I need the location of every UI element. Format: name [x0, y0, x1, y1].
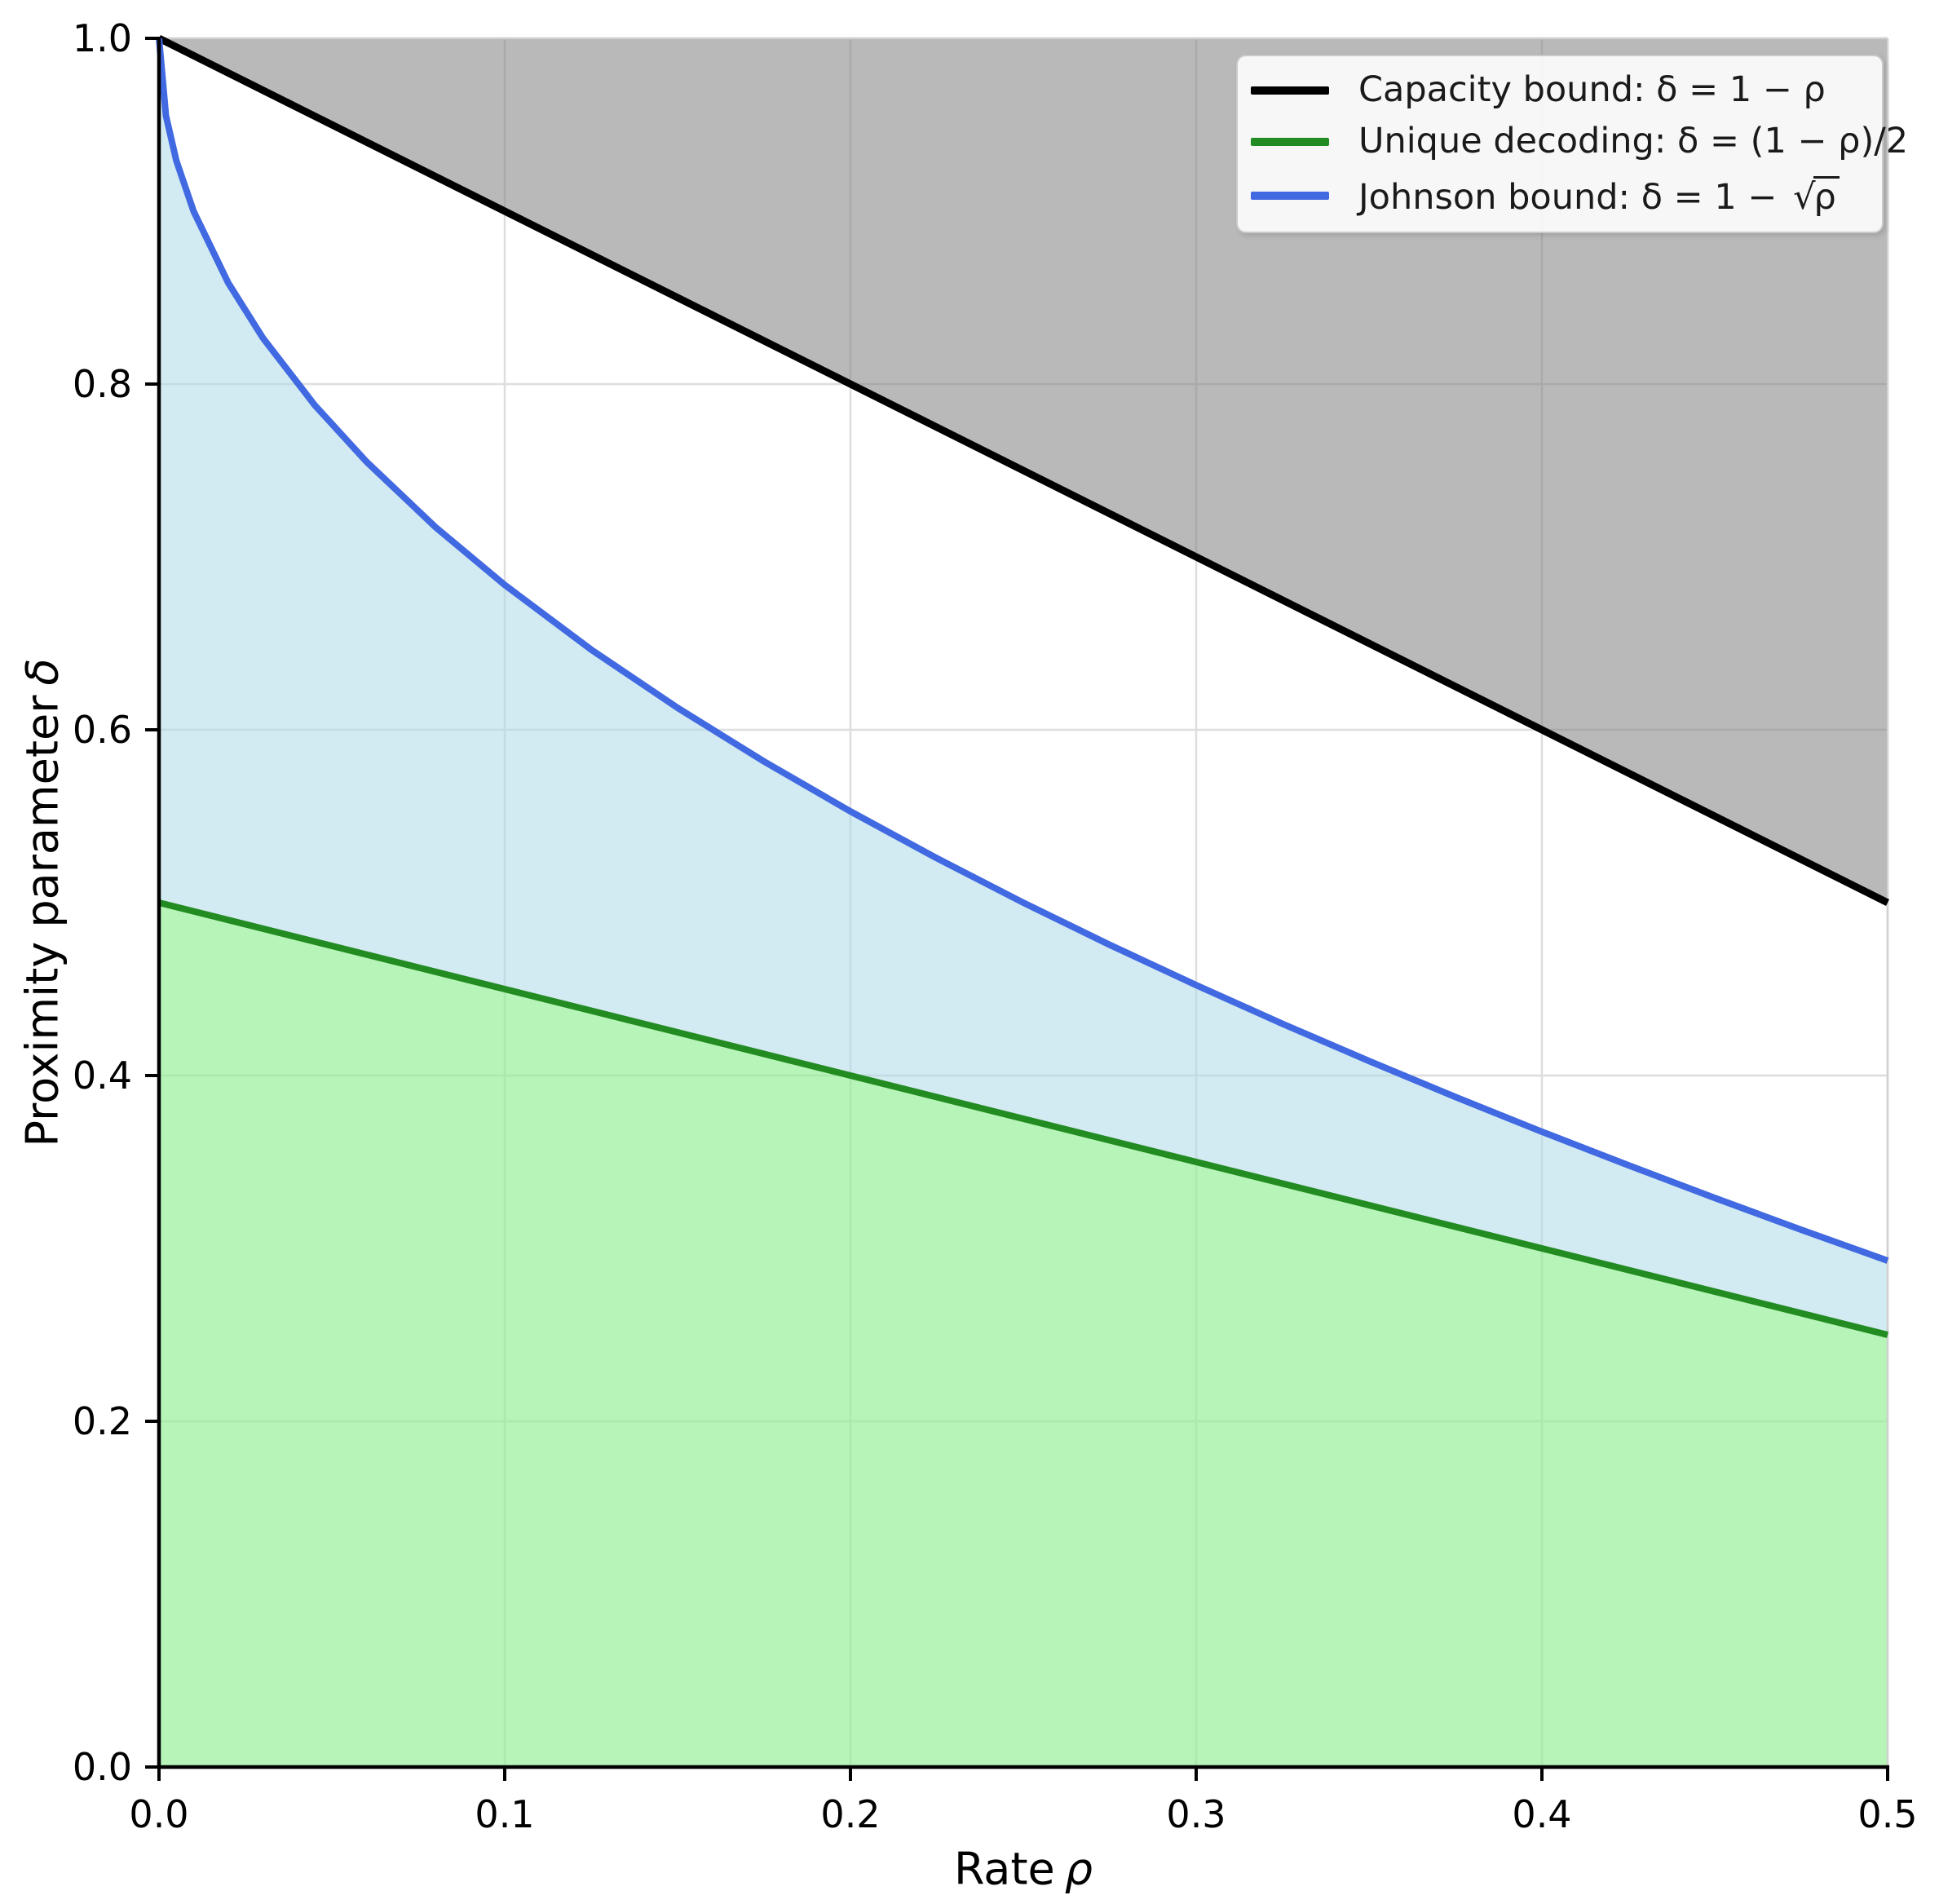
x-tick-label: 0.3 — [1166, 1792, 1226, 1836]
legend-label-johnson: Johnson bound: δ = 1 − √ρ — [1358, 175, 1840, 218]
y-tick-label: 0.0 — [72, 1745, 132, 1789]
legend: Capacity bound: δ = 1 − ρ Unique decodin… — [1236, 55, 1908, 233]
x-tick-label: 0.2 — [820, 1792, 881, 1836]
sqrt-radical: √ — [1793, 176, 1816, 218]
legend-line-swatch-johnson — [1251, 191, 1329, 200]
x-tick-label: 0.1 — [475, 1792, 535, 1836]
y-tick-label: 0.6 — [72, 708, 132, 752]
y-axis-label: Proximity parameter δ — [17, 659, 68, 1147]
legend-label-capacity: Capacity bound: δ = 1 − ρ — [1358, 69, 1826, 111]
y-tick-label: 0.4 — [72, 1054, 132, 1098]
x-axis-label: Rate ρ — [954, 1844, 1093, 1895]
curve-unique — [158, 899, 1888, 1338]
y-axis-label-text: Proximity parameter — [16, 695, 68, 1147]
x-axis-symbol: ρ — [1064, 1843, 1093, 1895]
legend-item-capacity: Capacity bound: δ = 1 − ρ — [1251, 73, 1867, 108]
legend-line-swatch-unique-decoding — [1251, 137, 1329, 146]
region-below-unique — [159, 903, 1888, 1767]
y-axis-symbol: δ — [16, 658, 68, 686]
legend-item-unique-decoding: Unique decoding: δ = (1 − ρ)/2 — [1251, 124, 1908, 159]
x-tick-label: 0.4 — [1512, 1792, 1572, 1836]
sqrt-argument: ρ — [1813, 175, 1840, 215]
x-axis-label-text: Rate — [953, 1843, 1055, 1895]
legend-item-johnson: Johnson bound: δ = 1 − √ρ — [1251, 175, 1867, 218]
x-tick-label: 0.5 — [1857, 1792, 1918, 1836]
y-tick-label: 1.0 — [72, 16, 132, 60]
legend-line-swatch-capacity — [1251, 86, 1329, 95]
curve-capacity — [157, 34, 1890, 907]
y-tick-label: 0.2 — [72, 1399, 132, 1443]
curve-johnson — [156, 38, 1889, 1264]
x-tick-label: 0.0 — [129, 1792, 189, 1836]
legend-label-unique-decoding: Unique decoding: δ = (1 − ρ)/2 — [1358, 121, 1909, 162]
y-tick-label: 0.8 — [72, 362, 132, 406]
